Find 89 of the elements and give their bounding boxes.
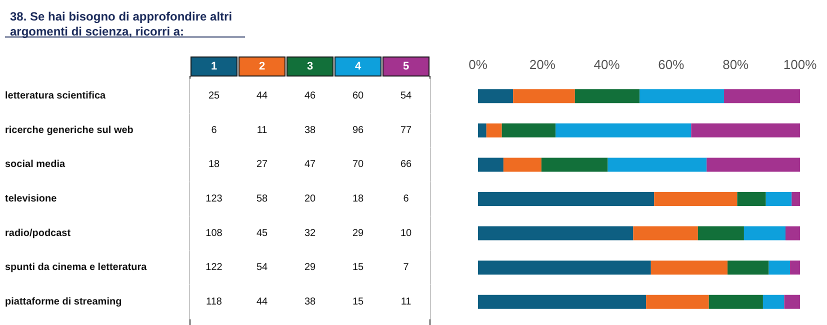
chart-title: 38. Se hai bisogno di approfondire altri argomenti di scienza, ricorri a:	[10, 10, 232, 38]
data-label: 96	[352, 124, 364, 136]
data-label: 15	[352, 262, 364, 274]
bar	[706, 158, 800, 172]
bar	[654, 192, 738, 206]
bar	[486, 123, 502, 138]
x-tick-label: 60%	[658, 57, 685, 72]
bar	[744, 226, 786, 240]
data-label: 6	[211, 124, 218, 136]
data-label: 122	[206, 262, 223, 274]
bar	[786, 226, 800, 240]
bar	[478, 158, 504, 172]
bar	[608, 158, 707, 172]
x-tick-label: 80%	[722, 57, 750, 72]
data-label: 44	[256, 296, 268, 308]
data-label: 29	[304, 262, 316, 274]
bar	[650, 260, 728, 275]
data-label: 54	[256, 262, 268, 274]
data-label: 123	[206, 194, 223, 204]
bar	[766, 192, 792, 206]
data-label: 29	[352, 228, 364, 239]
y-tick-label: ricerche generiche sul web	[5, 124, 134, 136]
bar	[724, 89, 800, 104]
y-tick-label: piattaforme di streaming	[5, 296, 122, 308]
data-label: 66	[400, 159, 412, 170]
bar	[478, 89, 514, 104]
bar	[478, 260, 651, 275]
text: 5	[402, 60, 410, 72]
data-label: 108	[206, 228, 223, 239]
y-tick-label: social media	[5, 159, 66, 170]
bar	[478, 192, 654, 206]
bar	[513, 89, 575, 104]
bar	[478, 123, 486, 138]
bar	[762, 294, 784, 309]
bar	[737, 192, 766, 206]
data-label: 25	[208, 90, 220, 102]
x-tick-label: 40%	[594, 57, 620, 72]
data-label: 20	[304, 194, 316, 204]
data-label: 44	[256, 90, 268, 102]
data-label: 27	[256, 159, 268, 170]
x-tick-label: 20%	[529, 57, 556, 72]
data-label: 10	[400, 228, 412, 239]
y-tick-label: spunti da cinema e letteratura	[5, 262, 148, 274]
data-label: 60	[352, 90, 364, 102]
bar	[728, 260, 769, 275]
y-tick-label: letteratura scientifica	[5, 90, 106, 102]
data-label: 54	[400, 90, 412, 102]
bar	[784, 294, 800, 309]
data-label: 58	[256, 194, 268, 204]
bar	[792, 192, 800, 206]
data-label: 118	[206, 296, 222, 308]
bar	[698, 226, 744, 240]
data-label: 46	[304, 90, 316, 102]
bar	[790, 260, 800, 275]
bar	[574, 89, 640, 104]
bar	[503, 158, 542, 172]
data-label: 38	[304, 124, 316, 136]
data-label: 11	[400, 296, 412, 308]
bar	[691, 123, 800, 138]
data-label: 38	[304, 296, 316, 308]
bar	[633, 226, 698, 240]
text: 3	[306, 60, 314, 72]
bar	[556, 123, 692, 138]
bar	[646, 294, 709, 309]
data-label: 32	[304, 228, 316, 239]
data-label: 47	[304, 159, 316, 170]
x-tick-label: 100%	[783, 57, 818, 72]
data-label: 70	[352, 159, 364, 170]
y-tick-label: televisione	[5, 194, 58, 204]
text: 4	[354, 60, 362, 72]
data-label: 18	[352, 194, 364, 204]
data-label: 11	[256, 124, 268, 136]
bar	[768, 260, 790, 275]
data-label: 45	[256, 228, 268, 239]
x-tick-label: 0%	[468, 57, 488, 72]
y-tick-label: radio/podcast	[5, 228, 72, 239]
bar	[640, 89, 724, 104]
data-label: 77	[400, 124, 412, 136]
data-label: 18	[208, 159, 220, 170]
data-label: 15	[352, 296, 364, 308]
bar	[478, 294, 646, 309]
bar	[708, 294, 763, 309]
data-label: 6	[403, 194, 410, 204]
text: 1	[210, 60, 218, 72]
data-label: 7	[403, 262, 410, 274]
bar	[502, 123, 556, 138]
text: 2	[258, 60, 266, 72]
bar	[478, 226, 634, 240]
bar	[541, 158, 608, 172]
